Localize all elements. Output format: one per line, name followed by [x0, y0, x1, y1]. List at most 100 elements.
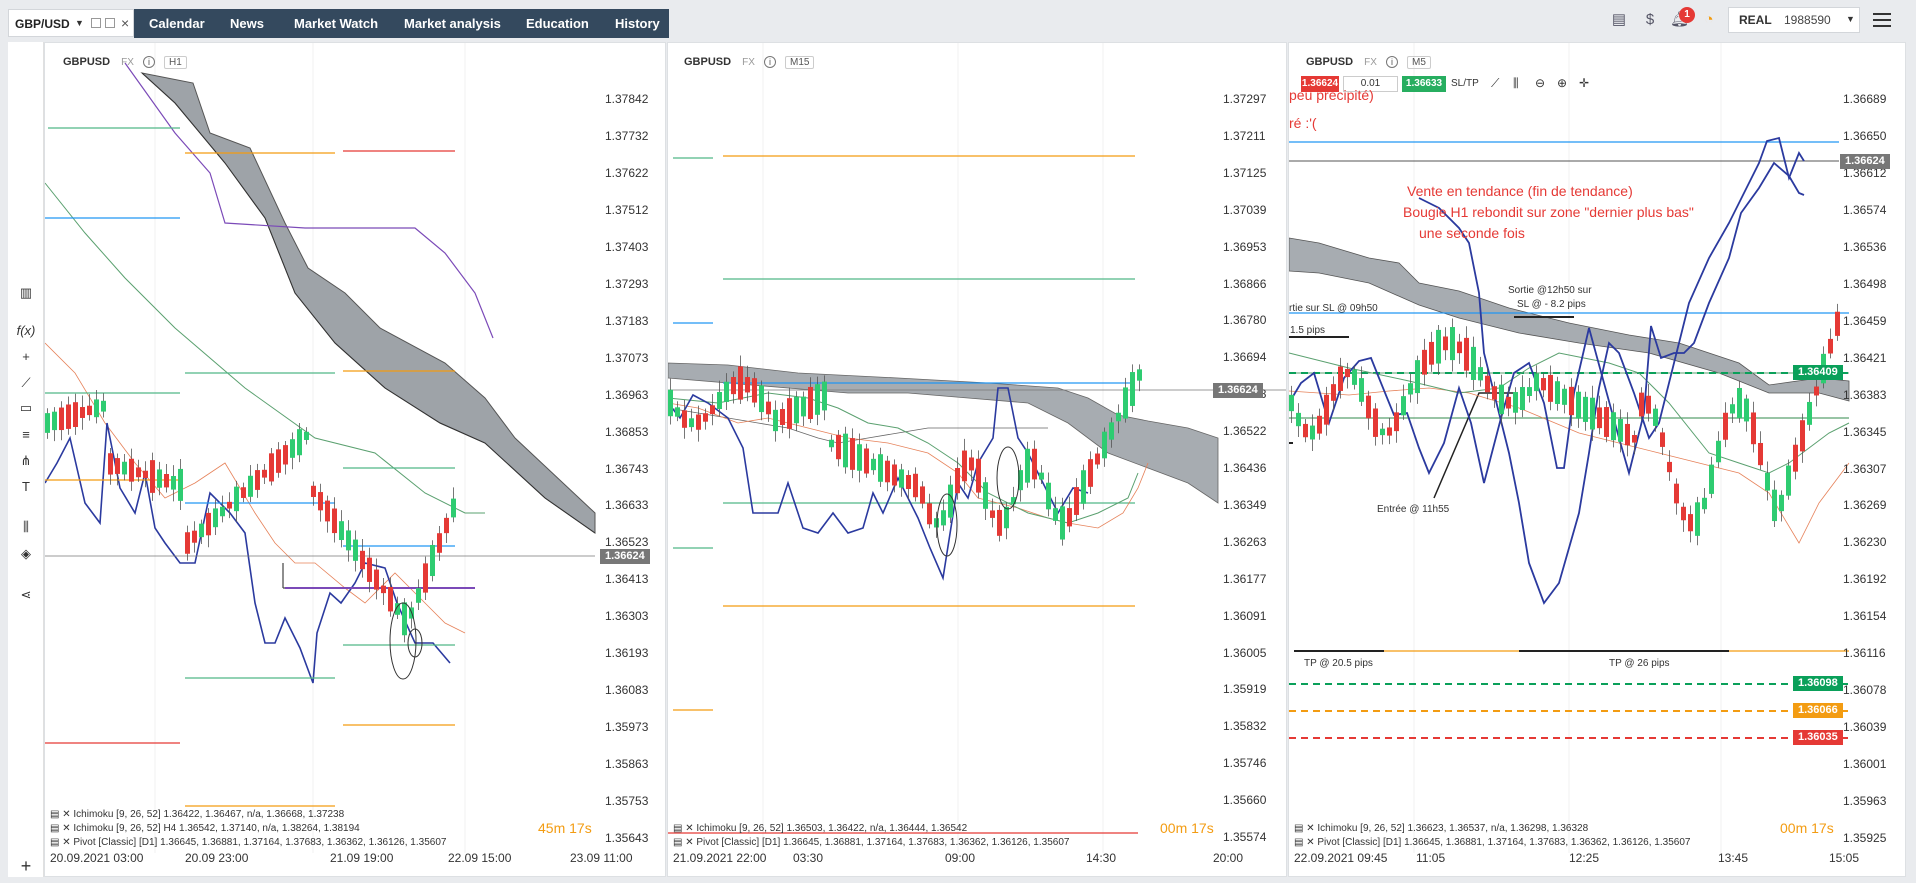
buy-button[interactable]: 1.36633 — [1402, 76, 1446, 92]
candle — [1828, 338, 1833, 354]
candle — [388, 586, 393, 612]
chart-canvas[interactable] — [668, 43, 1287, 877]
candle — [1345, 368, 1350, 378]
price-axis-label: 1.36001 — [1843, 757, 1887, 772]
market-label: FX — [742, 57, 755, 68]
zoom-in-icon[interactable]: ⊕ — [1557, 76, 1568, 90]
candle — [87, 405, 92, 416]
indicators-icon[interactable]: ⫼ — [23, 519, 29, 534]
layers-icon[interactable]: ◈ — [21, 546, 31, 561]
detach-window-icon[interactable] — [91, 18, 101, 28]
crosshair-icon[interactable]: ✛ — [1579, 76, 1590, 90]
candle — [1408, 383, 1413, 395]
tp-orange-price-tag[interactable]: 1.36066 — [1793, 703, 1843, 718]
fibonacci-icon[interactable]: ≡ — [22, 427, 30, 442]
chart-panel-m5[interactable]: GBPUSD FX i M5 1.36624 0.01 1.36633 SL/T… — [1288, 42, 1906, 877]
info-icon[interactable]: i — [763, 56, 776, 68]
zoom-out-icon[interactable]: ⊖ — [1535, 76, 1546, 90]
sl-price-tag[interactable]: 1.36035 — [1793, 730, 1843, 745]
sltp-button[interactable]: SL/TP — [1451, 78, 1479, 89]
text-icon[interactable]: T — [22, 479, 30, 494]
menu-icon[interactable] — [1873, 13, 1891, 27]
eye-icon[interactable]: ▤ ✕ — [1294, 837, 1318, 848]
symbol-tab[interactable]: GBP/USD ▼ × — [8, 9, 134, 37]
eye-icon[interactable]: ▤ ✕ — [1294, 823, 1318, 834]
candle — [311, 485, 316, 498]
chart-symbol[interactable]: GBPUSD — [63, 56, 111, 68]
candle — [1723, 412, 1728, 440]
nav-market-watch[interactable]: Market Watch — [294, 16, 379, 31]
nav-calendar[interactable]: Calendar — [149, 16, 205, 31]
signal-icon: ◔ — [1704, 11, 1714, 28]
nav-news[interactable]: News — [230, 16, 264, 31]
bars-icon[interactable]: ▥ — [19, 285, 33, 300]
info-icon[interactable]: i — [1385, 56, 1398, 68]
candle — [1772, 489, 1777, 522]
share-icon[interactable]: ⋖ — [20, 587, 32, 602]
eye-icon[interactable]: ▤ ✕ — [673, 837, 697, 848]
trendline-icon[interactable]: ⟋ — [21, 375, 31, 390]
eye-icon[interactable]: ▤ ✕ — [50, 837, 74, 848]
price-axis-label: 1.36230 — [1843, 535, 1887, 550]
sell-button[interactable]: 1.36624 — [1301, 76, 1339, 92]
candle — [1081, 470, 1086, 504]
line-chart-icon[interactable]: ⟋ — [1491, 76, 1500, 90]
restore-window-icon[interactable] — [105, 18, 115, 28]
price-axis-label: 1.36005 — [1223, 645, 1267, 660]
chevron-down-icon[interactable]: ▼ — [75, 18, 84, 28]
crosshair-icon[interactable]: + — [22, 349, 30, 364]
candle — [1359, 378, 1364, 402]
fx-icon[interactable]: f(x) — [16, 323, 36, 338]
timeframe-selector[interactable]: H1 — [164, 56, 187, 69]
rectangle-icon[interactable]: ▭ — [19, 400, 33, 415]
candle — [1527, 387, 1532, 397]
price-axis-label: 1.36536 — [1843, 239, 1887, 254]
candle — [1380, 428, 1385, 436]
nav-history[interactable]: History — [615, 16, 660, 31]
chart-canvas[interactable] — [1289, 43, 1906, 877]
candle — [1289, 394, 1294, 412]
chart-symbol[interactable]: GBPUSD — [1306, 56, 1354, 68]
account-selector[interactable]: REAL 1988590 ▼ — [1728, 7, 1860, 33]
candle — [444, 517, 449, 534]
legend-pivot: ▤ ✕ Pivot [Classic] [D1] 1.36645, 1.3688… — [1294, 837, 1691, 848]
layout-icon[interactable]: ▤ — [1611, 11, 1627, 28]
price-axis-label: 1.36498 — [1843, 276, 1887, 291]
exit-annotation-2: SL @ - 8.2 pips — [1517, 299, 1586, 310]
candle — [1060, 506, 1065, 540]
candle — [878, 454, 883, 482]
pitchfork-icon[interactable]: ⋔ — [20, 453, 32, 468]
candle — [731, 377, 736, 395]
lot-size-input[interactable]: 0.01 — [1343, 76, 1398, 92]
price-axis-label: 1.36780 — [1223, 313, 1267, 328]
chart-symbol[interactable]: GBPUSD — [684, 56, 732, 68]
timeframe-selector[interactable]: M15 — [785, 56, 815, 69]
chart-panel-m15[interactable]: GBPUSD FX i M15 1.37297 1.37211 1.37125 1.3… — [667, 42, 1287, 877]
candle — [1123, 387, 1128, 419]
plus-icon[interactable]: + — [20, 856, 32, 876]
timeframe-selector[interactable]: M5 — [1407, 56, 1431, 69]
eye-icon[interactable]: ▤ ✕ — [673, 823, 697, 834]
chart-canvas[interactable] — [45, 43, 666, 877]
candle — [213, 508, 218, 528]
time-axis-label: 20.09.2021 03:00 — [50, 851, 144, 865]
candle — [73, 402, 78, 428]
entry-price-tag[interactable]: 1.36409 — [1793, 365, 1843, 380]
candles-icon[interactable]: ⫼ — [1513, 76, 1519, 90]
candle — [836, 434, 841, 460]
candle — [1835, 311, 1840, 336]
time-axis-label: 21.09 19:00 — [330, 851, 394, 865]
candle — [689, 418, 694, 428]
chart-panel-h1[interactable]: GBPUSD FX i H1 1.37842 1.37732 1.37622 1.37… — [44, 42, 666, 877]
eye-icon[interactable]: ▤ ✕ — [50, 809, 74, 820]
price-axis-label: 1.36307 — [1843, 461, 1887, 476]
currency-exchange-icon[interactable]: $ — [1645, 11, 1655, 28]
info-icon[interactable]: i — [142, 56, 155, 68]
candle — [1067, 508, 1072, 527]
nav-education[interactable]: Education — [526, 16, 589, 31]
price-axis-label: 1.36953 — [1223, 239, 1267, 254]
eye-icon[interactable]: ▤ ✕ — [50, 823, 74, 834]
close-icon[interactable]: × — [121, 15, 130, 31]
nav-market-analysis[interactable]: Market analysis — [404, 16, 501, 31]
tp-price-tag[interactable]: 1.36098 — [1793, 676, 1843, 691]
